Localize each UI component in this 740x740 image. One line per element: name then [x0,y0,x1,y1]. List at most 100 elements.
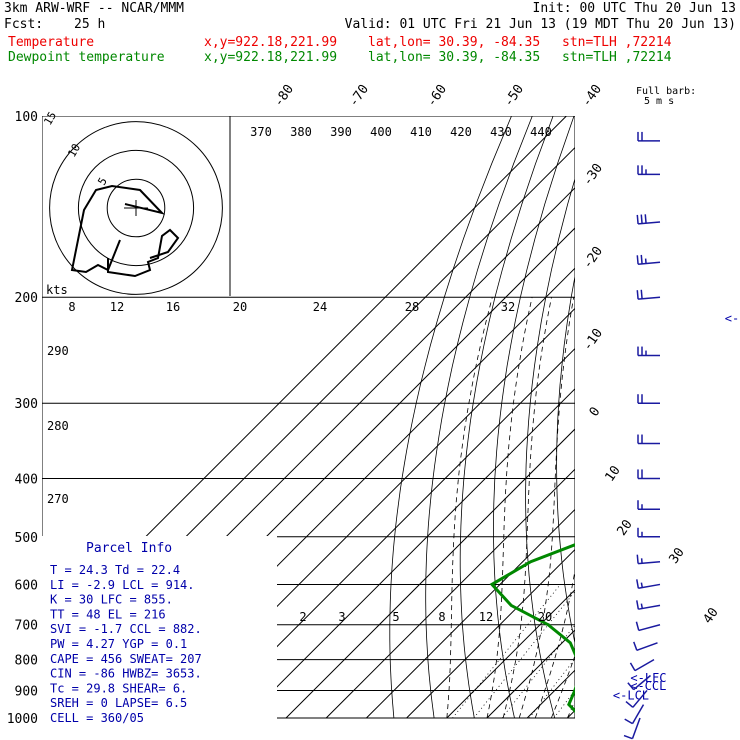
pressure-tick-label: 900 [15,684,38,699]
wind-barb-flag [636,255,639,265]
mixing-ratio-label: 3 [338,610,345,624]
theta-tick-label: 370 [250,125,272,139]
dewpoint-stn: stn=TLH ,72214 [562,50,672,65]
wind-barb-flag [636,579,640,589]
hodograph-ring [77,149,195,267]
moist-adiabat [550,654,575,719]
pressure-tick-label: 500 [15,531,38,546]
wind-barb [638,296,661,300]
isotherm-tick-label: -10 [580,326,606,354]
pressure-tick-label: 300 [15,397,38,412]
wind-barb-flag [636,214,639,224]
theta-left-label: 270 [47,492,69,506]
parcel-line: CELL = 360/05 [50,711,144,725]
isotherm-line [688,116,740,718]
wind-barb-flag [640,582,644,588]
dewpoint-legend: Dewpoint temperature [8,50,165,65]
dry-adiabat [616,116,676,718]
hodograph-ring-label: 5 [95,175,110,187]
mixing-ratio-label: 5 [392,610,399,624]
isotherm-tick-label: 10 [602,463,623,484]
theta-tick-label: 430 [490,125,512,139]
wind-barb-flag [636,290,639,300]
theta-tick-label: 440 [530,125,552,139]
wind-barb [634,659,655,672]
wind-barb-flag [635,621,640,631]
temperature-xy: x,y=922.18,221.99 [204,35,338,50]
parcel-line: CAPE = 456 SWEAT= 207 [50,652,202,666]
wind-barb-flag [640,289,643,299]
mixing-ratio-label: 2 [299,610,306,624]
wind-barb [638,560,661,565]
dry-adiabat [525,177,575,719]
pressure-tick-label: 100 [15,110,38,125]
isotherm-line [446,589,575,719]
dry-adiabat [493,116,575,719]
parcel-line: T = 24.3 Td = 22.4 [50,563,180,577]
wind-barb [638,221,661,225]
theta-left-label: 290 [47,344,69,358]
mixing-ratio-line [473,590,575,719]
hodograph-ring-label: 15 [41,110,59,128]
isotherm-line [245,388,575,719]
barb-units: 5 m s [644,96,674,107]
dry-adiabat [389,116,512,719]
dewpoint-xy: x,y=922.18,221.99 [204,50,338,65]
mixing-ratio-line [501,624,575,719]
isotherm-line [608,116,740,718]
isotherm-tick-label: 0 [587,404,604,419]
theta-tick-label: 410 [410,125,432,139]
temperature-latlon: lat,lon= 30.39, -84.35 [368,35,541,50]
hodograph-speed-label: 24 [313,300,327,314]
wind-barb [636,642,658,652]
wind-barb-flag [640,603,644,609]
dry-adiabat [644,116,716,718]
hodograph-speed-label: 20 [233,300,247,314]
wind-barb-flag [625,700,634,708]
isotherm-line [406,548,575,719]
pressure-tick-label: 700 [15,619,38,634]
isotherm-line [648,116,740,718]
isotherm-tick-label: -40 [579,82,605,110]
pressure-tick-label: 600 [15,578,38,593]
isotherm-line [486,629,575,719]
moist-adiabat [502,297,552,719]
dry-adiabat [724,116,740,718]
hodograph-speed-label: 16 [166,300,180,314]
isotherm-line [325,468,575,719]
isotherm-tick-label: -70 [346,82,372,110]
temperature-curve [583,116,740,718]
hodograph-ring [106,178,166,238]
valid-time: Valid: 01 UTC Fri 21 Jun 13 (19 MDT Thu … [344,17,736,32]
dry-adiabat [425,116,533,719]
dry-adiabat [671,116,740,718]
hodograph-speed-label: 28 [405,300,419,314]
pressure-tick-label: 800 [15,654,38,669]
dewpoint-latlon: lat,lon= 30.39, -84.35 [368,50,541,65]
isotherm-line [285,428,575,719]
wind-barb [638,583,661,590]
isotherm-tick-label: -50 [501,82,527,110]
hodograph-trace [107,228,180,278]
isotherm-line [526,669,575,719]
isotherm-line [366,508,575,719]
dry-adiabat [698,116,740,718]
wind-barb-flag [633,641,638,651]
fcst-value: 25 h [74,17,106,32]
parcel-line: K = 30 LFC = 855. [50,593,173,607]
theta-left-label: 280 [47,419,69,433]
moist-adiabat [600,297,740,718]
wind-barb-flag [627,682,635,691]
parcel-line: SREH = 0 LAPSE= 6.5 [50,696,187,710]
isotherm-tick-label: 20 [614,517,635,538]
temperature-legend: Temperature [8,35,95,50]
isotherm-tick-label: -60 [424,82,450,110]
theta-tick-label: 420 [450,125,472,139]
parcel-line: TT = 48 EL = 216 [50,607,166,621]
parcel-box [42,536,277,720]
el-marker: <-EL [725,311,740,325]
ccl-marker: <-CCL [630,679,666,693]
pressure-tick-label: 200 [15,291,38,306]
kts-label: kts [46,283,68,297]
init-time: Init: 00 UTC Thu 20 Jun 13 [532,1,737,16]
